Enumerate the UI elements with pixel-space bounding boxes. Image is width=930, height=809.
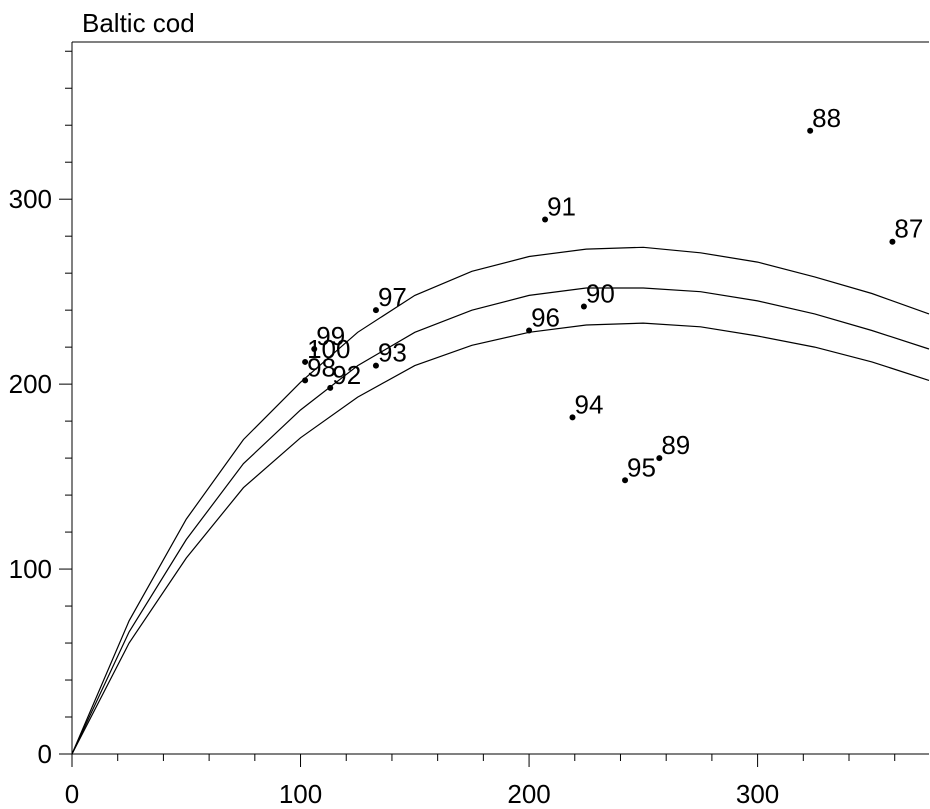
y-tick-label: 300 <box>9 184 52 214</box>
data-point <box>526 327 533 334</box>
x-tick-label: 0 <box>65 779 79 809</box>
point-label: 100 <box>307 334 350 364</box>
data-point <box>372 362 379 369</box>
data-point <box>807 127 814 134</box>
x-tick-label: 200 <box>507 779 550 809</box>
point-label: 97 <box>378 282 407 312</box>
model-curve-1 <box>71 246 930 755</box>
point-label: 89 <box>661 430 690 460</box>
data-point <box>327 384 334 391</box>
y-tick-label: 200 <box>9 369 52 399</box>
x-tick-label: 300 <box>736 779 779 809</box>
point-label: 99 <box>316 321 345 351</box>
point-label: 91 <box>547 192 576 222</box>
y-tick-label: 100 <box>9 554 52 584</box>
data-point <box>302 377 309 384</box>
x-tick-label: 100 <box>279 779 322 809</box>
point-label: 95 <box>627 452 656 482</box>
model-curve-2 <box>71 287 930 755</box>
data-point <box>302 358 309 365</box>
point-label: 90 <box>586 278 615 308</box>
point-label: 93 <box>378 338 407 368</box>
data-point <box>542 216 549 223</box>
model-curve-3 <box>71 322 930 755</box>
data-point <box>580 303 587 310</box>
point-label: 88 <box>812 103 841 133</box>
data-point <box>622 477 629 484</box>
data-point <box>372 307 379 314</box>
data-point <box>569 414 576 421</box>
data-point <box>889 238 896 245</box>
data-point <box>311 345 318 352</box>
point-label: 87 <box>894 214 923 244</box>
data-point <box>656 455 663 462</box>
point-label: 92 <box>332 360 361 390</box>
point-label: 98 <box>307 352 336 382</box>
point-label: 94 <box>574 389 603 419</box>
axes: 0 100 200 300 0 100 200 300 <box>9 41 929 809</box>
model-curves <box>71 246 930 755</box>
point-label: 96 <box>531 302 560 332</box>
chart-title: Baltic cod <box>82 8 195 38</box>
y-tick-label: 0 <box>38 739 52 769</box>
